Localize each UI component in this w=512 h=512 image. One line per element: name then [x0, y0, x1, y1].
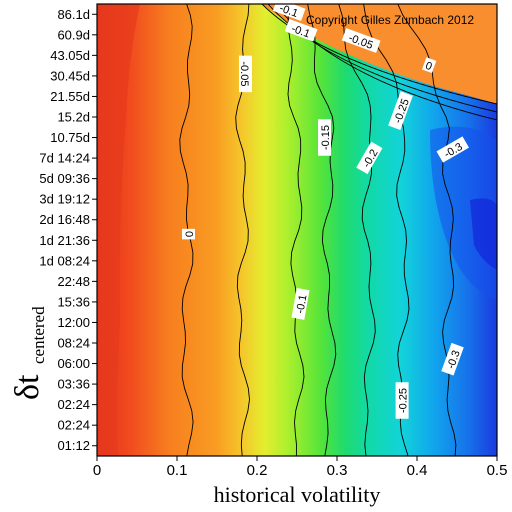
- contour-line: [261, 4, 497, 105]
- plot-frame: [96, 3, 498, 457]
- y-tick-label: 3d 19:12: [39, 192, 90, 207]
- contour-label-bg: [341, 28, 381, 53]
- contour-line: [363, 4, 410, 456]
- contour-label-text: 0: [424, 60, 434, 73]
- contour-label-text: -0.1: [294, 294, 309, 315]
- y-tick-label: 15.2d: [57, 110, 90, 125]
- y-tick-label: 03:36: [57, 377, 90, 392]
- contour-label: -0.05: [238, 55, 252, 93]
- contour-label-bg: [182, 228, 195, 240]
- copyright-notice: Copyright Gilles Zumbach 2012: [306, 13, 474, 27]
- y-axis-label-main: δt: [9, 374, 46, 400]
- x-tick-label: 0: [93, 462, 101, 479]
- y-tick-label: 22:48: [57, 274, 90, 289]
- contour-label-text: 0: [184, 231, 196, 237]
- y-tick-label: 02:24: [57, 397, 90, 412]
- contour-label-bg: [318, 119, 331, 156]
- x-axis-ticks: 0 0.1 0.2 0.3 0.4 0.5: [93, 456, 508, 479]
- contour-lines: [179, 4, 497, 456]
- contour-label: -0.1: [291, 288, 310, 320]
- y-tick-label: 01:12: [57, 438, 90, 453]
- contour-line: [338, 4, 376, 456]
- heatmap-blue-patch: [430, 126, 497, 301]
- y-tick-label: 2d 16:48: [39, 212, 90, 227]
- contour-line: [307, 4, 337, 456]
- heatmap-deep-blue-patch: [470, 198, 497, 270]
- contour-label-bg: [422, 57, 437, 74]
- x-tick-label: 0.2: [247, 462, 268, 479]
- contour-label: 0: [182, 228, 196, 240]
- y-tick-label: 86.1d: [57, 7, 90, 22]
- contour-line: [397, 4, 457, 456]
- y-tick-label: 60.9d: [57, 27, 90, 42]
- heatmap-red-strip: [97, 4, 140, 456]
- contour-label-bg: [291, 288, 310, 320]
- y-tick-label: 15:36: [57, 294, 90, 309]
- contour-line: [267, 4, 497, 113]
- contour-label-text: -0.15: [320, 125, 332, 150]
- contour-line: [287, 4, 305, 456]
- contour-label: 0: [422, 57, 437, 74]
- contour-label-bg: [239, 55, 252, 93]
- y-tick-label: 12:00: [57, 315, 90, 330]
- contour-label-text: -0.25: [398, 388, 410, 413]
- contour-label-bg: [395, 382, 409, 419]
- x-tick-label: 0.1: [167, 462, 188, 479]
- y-tick-label: 08:24: [57, 336, 90, 351]
- y-axis-label-sub: centered: [29, 306, 48, 364]
- heatmap-orange-corner: [262, 4, 497, 104]
- x-tick-label: 0.4: [407, 462, 428, 479]
- contour-label: -0.25: [395, 382, 410, 419]
- contour-label-bg: [441, 342, 464, 376]
- contour-label-bg: [356, 141, 383, 175]
- y-tick-label: 43.05d: [50, 48, 90, 63]
- y-tick-label: 30.45d: [50, 68, 90, 83]
- contour-label-bg: [388, 91, 413, 131]
- x-axis-label: historical volatility: [214, 482, 381, 507]
- y-tick-label: 1d 21:36: [39, 233, 90, 248]
- x-tick-label: 0.3: [327, 462, 348, 479]
- contour-label-text: -0.05: [238, 61, 250, 86]
- x-tick-label: 0.5: [487, 462, 508, 479]
- y-axis-label: δt centered: [9, 306, 48, 400]
- contour-label-bg: [436, 136, 469, 163]
- y-tick-label: 1d 08:24: [39, 253, 90, 268]
- y-axis-ticks: 86.1d 60.9d 43.05d 30.45d 21.55d 15.2d 10.75d 7…: [39, 7, 97, 453]
- y-tick-label: 5d 09:36: [39, 171, 90, 186]
- y-tick-label: 10.75d: [50, 130, 90, 145]
- y-tick-label: 06:00: [57, 356, 90, 371]
- y-tick-label: 7d 14:24: [39, 151, 90, 166]
- y-tick-label: 21.55d: [50, 89, 90, 104]
- plot-surface: [97, 4, 497, 456]
- contour-label-bg: [284, 18, 318, 42]
- contour-label: -0.15: [318, 119, 332, 156]
- y-tick-label: 02:24: [57, 418, 90, 433]
